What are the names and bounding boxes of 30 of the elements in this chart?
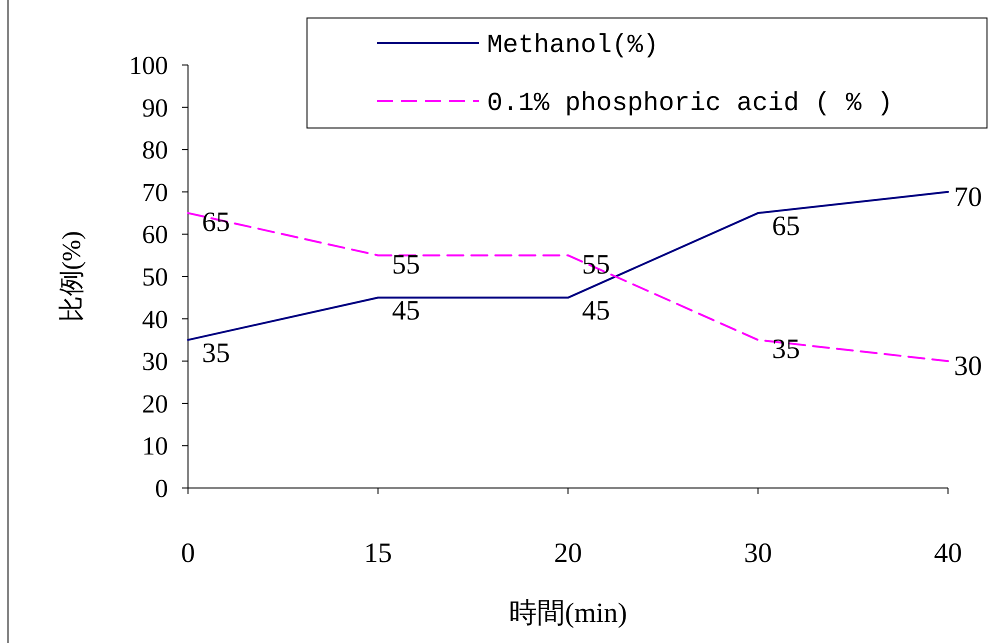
x-tick-label: 20 bbox=[554, 538, 582, 569]
line-series bbox=[187, 212, 949, 362]
x-tick-label: 30 bbox=[744, 538, 772, 569]
x-tick-label: 0 bbox=[181, 538, 195, 569]
y-tick-label: 20 bbox=[142, 389, 168, 418]
data-label: 35 bbox=[772, 334, 800, 365]
y-tick-label: 10 bbox=[142, 432, 168, 461]
data-label: 35 bbox=[202, 338, 230, 369]
legend-label: 0.1% phosphoric acid ( % ) bbox=[487, 88, 893, 118]
line-series bbox=[187, 190, 949, 341]
data-label: 45 bbox=[392, 296, 420, 327]
data-label: 65 bbox=[772, 211, 800, 242]
y-axis-title: 比例(%) bbox=[57, 231, 86, 322]
data-label: 55 bbox=[392, 249, 420, 280]
x-tick-label: 15 bbox=[364, 538, 392, 569]
y-tick-label: 100 bbox=[129, 51, 168, 80]
x-tick-label: 40 bbox=[934, 538, 962, 569]
x-axis-title: 時間(min) bbox=[508, 598, 628, 629]
y-tick-label: 90 bbox=[142, 93, 168, 122]
data-label: 30 bbox=[954, 351, 982, 382]
y-tick-label: 30 bbox=[142, 347, 168, 376]
legend-label: Methanol(%) bbox=[487, 30, 659, 60]
data-label: 45 bbox=[582, 296, 610, 327]
y-tick-label: 80 bbox=[142, 136, 168, 165]
y-tick-label: 40 bbox=[142, 304, 168, 334]
y-tick-label: 70 bbox=[142, 178, 168, 207]
y-tick-label: 60 bbox=[142, 220, 168, 250]
y-tick-label: 50 bbox=[142, 262, 168, 292]
data-label: 70 bbox=[954, 182, 982, 213]
y-tick-label: 0 bbox=[155, 474, 168, 503]
